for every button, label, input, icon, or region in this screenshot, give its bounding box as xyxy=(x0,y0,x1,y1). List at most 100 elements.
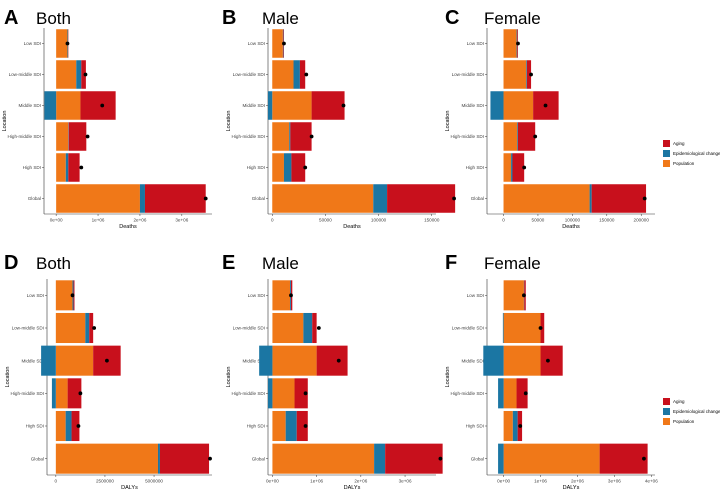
bar-population xyxy=(272,312,304,344)
y-tick-label: Middle SDI xyxy=(19,103,41,108)
bar-population xyxy=(56,91,81,120)
net-change-point xyxy=(70,293,75,298)
bar-population xyxy=(503,312,541,344)
y-tick-label: Global xyxy=(471,456,484,461)
bar-aging xyxy=(516,378,528,409)
net-change-point xyxy=(533,134,538,139)
y-tick-label: Low SDI xyxy=(248,293,265,298)
bar-epidemiological-change xyxy=(483,345,504,376)
bar-epidemiological-change xyxy=(498,378,504,409)
legend-swatch xyxy=(663,160,670,167)
legend-label: Aging xyxy=(673,399,685,404)
x-tick-label: 1e+06 xyxy=(92,218,105,223)
y-tick-label: Middle SDI xyxy=(462,358,484,363)
bar-population xyxy=(55,378,68,409)
x-tick-label: 0e+00 xyxy=(50,218,63,223)
y-tick-label: High-middle SDI xyxy=(8,134,41,139)
panel-b: B Male Low SDI Low-middle SDI Middle SDI High… xyxy=(222,7,456,230)
x-axis-title: Deaths xyxy=(343,224,361,230)
x-tick-label: 100000 xyxy=(371,218,387,223)
net-change-point xyxy=(452,196,456,201)
bar-aging xyxy=(290,122,312,151)
bar-epidemiological-change xyxy=(374,443,386,474)
y-tick-label: Low SDI xyxy=(467,41,484,46)
net-change-point xyxy=(303,391,308,396)
legend-label: Epidemiological change xyxy=(673,151,720,156)
legend-swatch xyxy=(663,140,670,147)
panel-e: E Male Low SDI Low-middle SDI Middle SDI High… xyxy=(222,252,443,491)
bar-epidemiological-change xyxy=(502,312,504,344)
net-change-point xyxy=(316,326,321,330)
net-change-point xyxy=(516,41,520,46)
bar-population xyxy=(503,443,600,474)
bar-epidemiological-change xyxy=(157,443,160,474)
x-tick-label: 3e+06 xyxy=(399,479,412,484)
panel-title: Male xyxy=(262,9,299,28)
bar-epidemiological-change xyxy=(293,60,300,89)
panel-letter: B xyxy=(222,7,236,29)
bar-population xyxy=(272,443,375,474)
y-tick-label: High SDI xyxy=(466,165,484,170)
bar-aging xyxy=(517,122,536,151)
panel-f: F Female Low SDI Low-middle SDI Middle SDI Hi… xyxy=(445,252,720,491)
y-tick-label: Global xyxy=(252,196,265,201)
panel-title: Male xyxy=(262,254,299,273)
net-change-point xyxy=(522,293,526,298)
y-tick-label: Global xyxy=(471,196,484,201)
net-change-point xyxy=(642,196,647,201)
bar-aging xyxy=(71,410,80,442)
net-change-point xyxy=(78,391,83,396)
bar-population xyxy=(56,122,69,151)
bar-population xyxy=(55,280,73,311)
net-change-point xyxy=(538,326,543,330)
bar-epidemiological-change xyxy=(498,443,504,474)
bar-epidemiological-change xyxy=(41,345,56,376)
bar-population xyxy=(503,378,517,409)
legend-label: Population xyxy=(673,419,695,424)
x-axis-title: Deaths xyxy=(119,224,137,230)
x-tick-label: 3e+06 xyxy=(175,218,188,223)
bar-epidemiological-change xyxy=(517,122,518,151)
y-tick-label: Global xyxy=(28,196,41,201)
net-change-point xyxy=(65,41,70,46)
bar-aging xyxy=(67,378,82,409)
bar-aging xyxy=(599,443,648,474)
net-change-point xyxy=(546,358,550,363)
y-tick-label: Low SDI xyxy=(248,41,265,46)
legend-swatch xyxy=(663,408,670,415)
y-tick-label: Low-middle SDI xyxy=(233,72,265,77)
bar-aging xyxy=(512,153,525,182)
net-change-point xyxy=(289,293,293,298)
bar-population xyxy=(55,345,94,376)
x-axis-title: Deaths xyxy=(562,224,580,230)
y-tick-label: Middle SDI xyxy=(462,103,484,108)
legend-label: Epidemiological change xyxy=(673,409,720,414)
bar-epidemiological-change xyxy=(259,345,273,376)
panel-a: A Both Low SDI Low-middle SDI Middle SDI High… xyxy=(2,7,212,230)
bar-epidemiological-change xyxy=(85,312,90,344)
y-axis-title: Location xyxy=(2,111,8,132)
bar-epidemiological-change xyxy=(490,91,504,120)
net-change-point xyxy=(529,72,533,77)
bar-aging xyxy=(68,122,87,151)
bar-population xyxy=(503,153,512,182)
net-change-point xyxy=(76,424,81,428)
panel-title: Both xyxy=(36,9,71,28)
bar-epidemiological-change xyxy=(65,410,72,442)
y-tick-label: Global xyxy=(31,456,44,461)
bar-population xyxy=(272,345,317,376)
y-tick-label: Low SDI xyxy=(467,293,484,298)
bar-epidemiological-change xyxy=(589,184,592,213)
panel-letter: C xyxy=(445,7,459,29)
y-tick-label: High SDI xyxy=(247,165,265,170)
bar-population xyxy=(503,345,541,376)
bar-epidemiological-change xyxy=(303,312,313,344)
panel-letter: A xyxy=(4,7,18,29)
bar-aging xyxy=(89,312,94,344)
x-tick-label: 0 xyxy=(502,218,505,223)
bar-aging xyxy=(316,345,348,376)
x-tick-label: 200000 xyxy=(634,218,650,223)
x-tick-label: 0e+00 xyxy=(497,479,510,484)
bar-population xyxy=(503,29,517,58)
